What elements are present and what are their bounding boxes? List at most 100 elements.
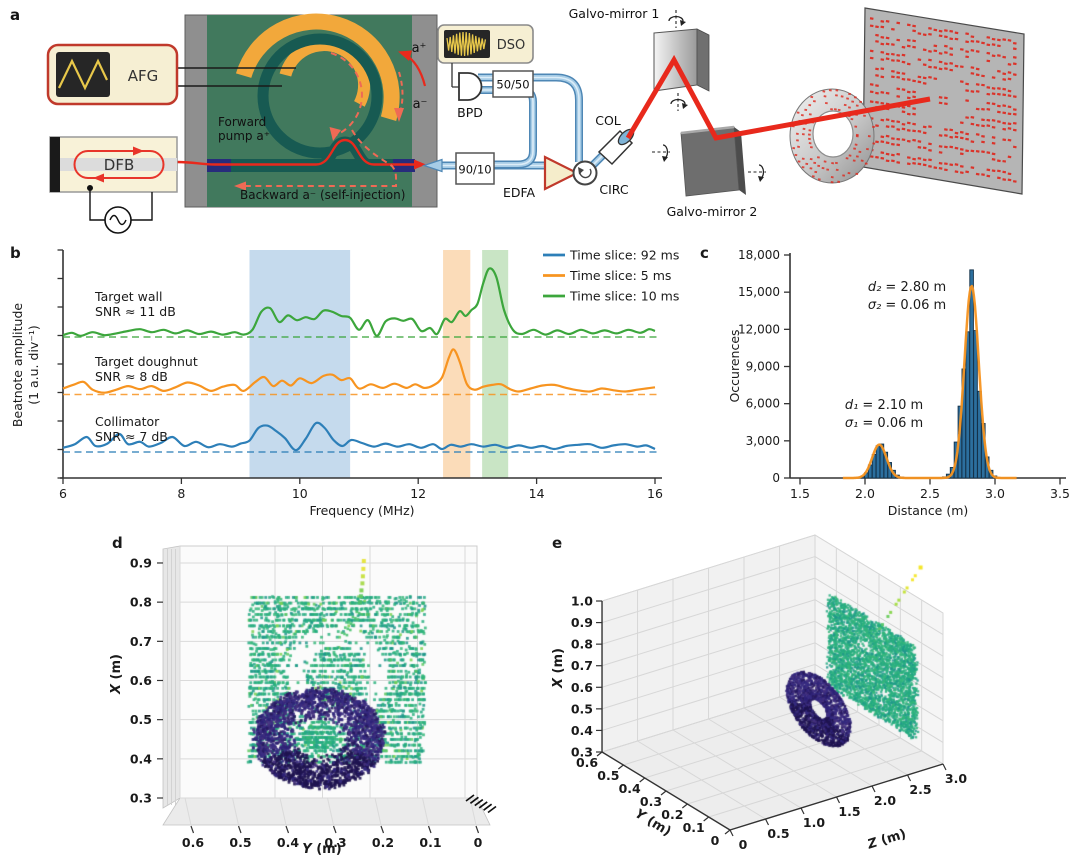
- wall-scan-dash: [875, 25, 879, 29]
- wall-scan-dash: [885, 91, 890, 95]
- legend-label-0: Time slice: 92 ms: [569, 248, 679, 263]
- wall-scan-dash: [997, 92, 1001, 96]
- wall-scan-dash: [880, 91, 885, 94]
- d-y-tick: [380, 825, 385, 834]
- e-x-tick-label: 0.9: [571, 615, 593, 630]
- wall-scan-dash: [986, 101, 991, 105]
- wall-scan-dash: [954, 170, 959, 174]
- wall-scan-dash: [944, 44, 948, 48]
- wall-scan-dash: [965, 132, 969, 136]
- wall-scan-dash: [885, 20, 890, 23]
- wall-scan-dash: [896, 71, 901, 75]
- wall-scan-dash: [991, 125, 996, 129]
- c-y-tick-label: 9,000: [746, 360, 780, 374]
- wall-scan-dash: [901, 106, 906, 109]
- wall-scan-dash: [912, 122, 916, 126]
- wall-scan-dash: [954, 64, 959, 68]
- wall-scan-dash: [885, 125, 890, 128]
- panel-e-pointcloud-3d-view: e0.30.40.50.60.70.80.91.000.10.20.30.40.…: [551, 534, 967, 853]
- wall-scan-dash: [949, 29, 954, 33]
- wall-scan-dash: [975, 172, 980, 176]
- wall-scan-dash: [975, 40, 980, 43]
- wall-scan-dash: [1007, 94, 1012, 98]
- wall-scan-dash: [949, 47, 954, 50]
- wall-scan-dash: [891, 52, 895, 56]
- wall-scan-dash: [965, 99, 969, 102]
- fiber-core-4: [532, 75, 582, 162]
- bpd-device: BPD: [457, 72, 483, 120]
- wall-scan-dash: [896, 59, 901, 63]
- galvo2-rotation-right-icon-head: [758, 176, 764, 182]
- wall-scan-dash: [954, 131, 959, 135]
- b-series-snr: SNR ≈ 8 dB: [95, 369, 168, 384]
- wall-scan-dash: [981, 134, 985, 138]
- wall-scan-dash: [885, 42, 890, 46]
- wall-scan-dash: [906, 23, 911, 27]
- wall-scan-dash: [938, 166, 943, 170]
- wall-scan-dash: [959, 165, 964, 168]
- wall-scan-dash: [986, 43, 991, 47]
- d-y-tick: [190, 825, 195, 834]
- wall-scan-dash: [912, 45, 916, 49]
- wall-scan-dash: [912, 161, 916, 165]
- wall-scan-dash: [1012, 112, 1017, 116]
- wall-scan-dash: [949, 53, 954, 56]
- dfb-hr-mirror: [50, 137, 60, 192]
- d-y-tick-label: 0.2: [372, 835, 394, 850]
- wall-scan-dash: [912, 29, 916, 33]
- panel-d-pointcloud-front-view: d0.90.80.70.60.50.40.300.10.20.30.40.50.…: [109, 534, 497, 857]
- wall-scan-dash: [959, 148, 964, 151]
- target-wall: [862, 7, 1025, 195]
- wall-scan-dash: [944, 35, 948, 39]
- wall-scan-dash: [896, 87, 901, 91]
- panel-label-b: b: [10, 244, 21, 262]
- wall-scan-dash: [1002, 104, 1007, 108]
- legend-label-2: Time slice: 10 ms: [569, 289, 679, 304]
- wall-scan-dash: [880, 25, 885, 29]
- wall-scan-dash: [965, 149, 969, 153]
- wall-scan-dash: [944, 96, 948, 100]
- d-x-tick-label: 0.7: [130, 634, 152, 649]
- wall-scan-dash: [975, 150, 980, 153]
- wall-scan-dash: [880, 50, 885, 54]
- wall-scan-dash: [975, 90, 980, 93]
- wall-scan-dash: [991, 158, 996, 161]
- wall-scan-dash: [1007, 172, 1012, 176]
- wall-scan-dash: [1002, 127, 1007, 131]
- wall-scan-dash: [891, 43, 895, 46]
- c-y-tick-label: 12,000: [738, 322, 780, 336]
- wall-scan-dash: [928, 32, 932, 36]
- wall-scan-dash: [928, 165, 932, 168]
- e-x-tick-label: 1.0: [571, 594, 593, 609]
- wall-scan-dash: [928, 158, 932, 162]
- wall-scan-dash: [1002, 138, 1007, 142]
- e-z-tick: [942, 763, 947, 771]
- wall-scan-dash: [954, 135, 959, 139]
- d-x-tick-label: 0.8: [130, 595, 152, 610]
- wall-scan-dash: [991, 141, 996, 145]
- c-histogram-bar: [973, 330, 978, 479]
- wall-scan-dash: [970, 66, 975, 69]
- wall-scan-dash: [896, 152, 901, 156]
- wall-scan-dash: [965, 89, 969, 92]
- wall-scan-dash: [991, 102, 996, 106]
- wall-scan-dash: [965, 82, 969, 86]
- highlight-band-0: [249, 250, 351, 478]
- wall-scan-dash: [880, 156, 885, 160]
- wall-scan-dash: [906, 44, 911, 48]
- wall-scan-dash: [875, 40, 879, 43]
- wall-scan-dash: [928, 65, 932, 69]
- galvo1-rotation-bottom-icon: [670, 93, 688, 111]
- galvo2-rotation-left-icon-head: [662, 156, 668, 162]
- wall-scan-dash: [944, 62, 948, 66]
- wall-scan-dash: [901, 88, 906, 91]
- wall-scan-dash: [965, 137, 969, 141]
- wall-scan-dash: [912, 79, 916, 83]
- wall-scan-dash: [970, 149, 975, 153]
- wall-scan-dash: [912, 95, 916, 99]
- wall-scan-dash: [922, 63, 927, 67]
- wall-scan-dash: [959, 171, 964, 174]
- wall-scan-dash: [875, 84, 879, 87]
- fiber-center-4: [532, 76, 580, 162]
- wall-scan-dash: [970, 49, 975, 52]
